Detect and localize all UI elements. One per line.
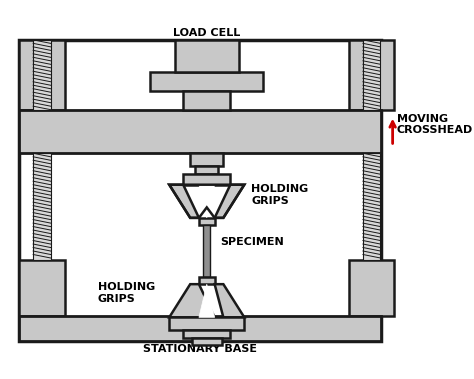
Text: SPECIMEN: SPECIMEN bbox=[220, 237, 283, 247]
Bar bbox=[349, 260, 394, 316]
Polygon shape bbox=[215, 185, 244, 218]
Bar bbox=[183, 91, 230, 110]
Bar bbox=[190, 153, 223, 166]
Bar bbox=[183, 174, 230, 185]
Bar bbox=[150, 72, 264, 91]
Text: HOLDING
GRIPS: HOLDING GRIPS bbox=[251, 184, 309, 206]
Bar bbox=[169, 317, 244, 329]
Polygon shape bbox=[199, 284, 215, 317]
Polygon shape bbox=[169, 185, 199, 218]
Polygon shape bbox=[199, 185, 215, 218]
Bar bbox=[363, 40, 381, 110]
Bar bbox=[363, 153, 381, 260]
Bar bbox=[192, 338, 222, 345]
Bar bbox=[33, 40, 51, 110]
Bar bbox=[19, 260, 64, 316]
Bar bbox=[174, 40, 239, 72]
Text: MOVING
CROSSHEAD: MOVING CROSSHEAD bbox=[397, 114, 473, 135]
Bar bbox=[19, 40, 64, 110]
Bar bbox=[203, 225, 210, 277]
Bar bbox=[33, 153, 51, 260]
Bar bbox=[183, 329, 230, 338]
Bar bbox=[195, 166, 218, 174]
Bar bbox=[19, 110, 381, 153]
Text: LOAD CELL: LOAD CELL bbox=[173, 28, 240, 38]
Polygon shape bbox=[215, 284, 244, 317]
Bar bbox=[19, 40, 381, 341]
Text: HOLDING
GRIPS: HOLDING GRIPS bbox=[98, 282, 155, 304]
Text: STATIONARY BASE: STATIONARY BASE bbox=[143, 344, 257, 354]
Bar bbox=[19, 316, 381, 341]
Polygon shape bbox=[169, 284, 215, 317]
Bar bbox=[199, 218, 215, 225]
Bar bbox=[199, 277, 215, 284]
Bar bbox=[349, 40, 394, 110]
